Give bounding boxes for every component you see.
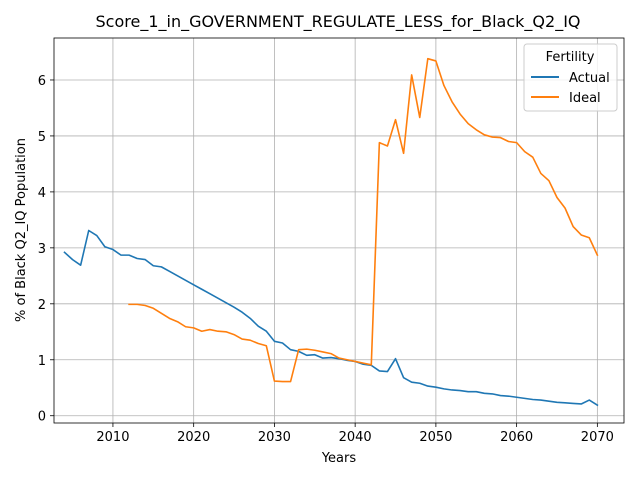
legend-title: Fertility: [546, 50, 595, 65]
x-tick-label: 2030: [258, 430, 291, 445]
series-lines: [63, 57, 599, 407]
legend-label-ideal: Ideal: [569, 91, 601, 106]
y-tick-label: 6: [38, 74, 46, 89]
x-tick-label: 2070: [581, 430, 614, 445]
y-axis-ticks: 0 1 2 3 4 5 6: [38, 74, 54, 425]
y-tick-label: 0: [38, 410, 46, 425]
chart-title: Score_1_in_GOVERNMENT_REGULATE_LESS_for_…: [96, 12, 581, 32]
plot-area-frame: [53, 37, 625, 424]
y-tick-label: 2: [38, 298, 46, 313]
y-tick-label: 1: [38, 354, 46, 369]
y-tick-label: 4: [38, 186, 46, 201]
x-axis-title: Years: [321, 451, 357, 466]
x-axis-ticks: 2010 2020 2030 2040 2050 2060 2070: [96, 423, 614, 445]
y-axis-title: % of Black Q2_IQ Population: [14, 138, 29, 322]
legend-label-actual: Actual: [569, 71, 610, 86]
x-tick-label: 2050: [419, 430, 452, 445]
x-tick-label: 2040: [339, 430, 372, 445]
y-tick-label: 5: [38, 130, 46, 145]
x-tick-label: 2010: [96, 430, 129, 445]
series-line-actual: [63, 229, 599, 407]
x-tick-label: 2060: [500, 430, 533, 445]
y-tick-label: 3: [38, 242, 46, 257]
x-tick-label: 2020: [177, 430, 210, 445]
legend: Fertility Actual Ideal: [523, 43, 618, 112]
legend-box: [523, 43, 618, 112]
series-line-ideal: [128, 57, 599, 383]
